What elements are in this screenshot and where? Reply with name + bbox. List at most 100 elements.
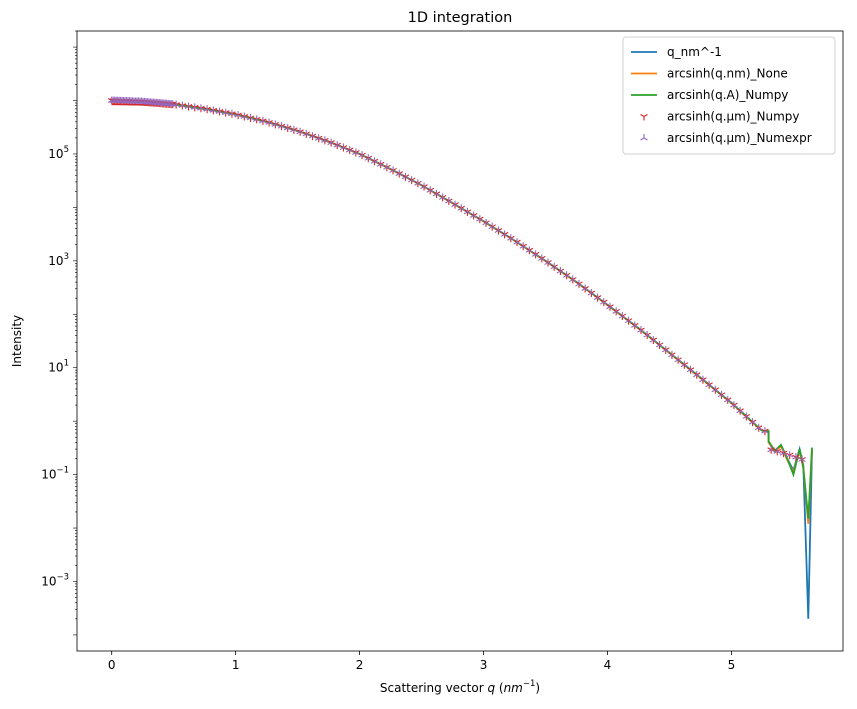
series-4-marker-86 (445, 197, 453, 204)
series-4-marker-126 (692, 370, 701, 378)
x-axis-label-close: ) (535, 681, 540, 695)
series-4-marker-83 (426, 186, 435, 193)
series-3-marker-113 (612, 308, 620, 316)
legend-box (622, 36, 836, 155)
series-4-marker-124 (680, 360, 689, 368)
series-3-marker-127 (699, 377, 707, 384)
series-3-marker-119 (649, 337, 658, 344)
series-4-marker-114 (618, 312, 627, 319)
series-3-marker-68 (333, 142, 342, 150)
x-tick-label-1: 1 (232, 658, 240, 672)
series-4-marker-66 (321, 136, 329, 143)
series-4-marker-113 (612, 307, 620, 314)
series-4-marker-112 (606, 302, 614, 310)
series-4-marker-142 (792, 453, 800, 460)
series-4-marker-139 (773, 447, 782, 454)
series-3-marker-53 (240, 113, 249, 121)
series-4-marker-76 (383, 163, 391, 170)
series-4-marker-100 (531, 250, 540, 257)
legend-swatch-4 (640, 134, 648, 141)
x-axis-label-unit-exponent: −1 (523, 679, 536, 689)
series-4-marker-75 (376, 160, 385, 167)
series-4-marker-111 (600, 298, 608, 305)
x-axis: 0 1 2 3 4 5 (108, 651, 735, 672)
series-4-marker-71 (352, 148, 360, 155)
series-4-marker-84 (432, 189, 441, 197)
series-4-marker-56 (259, 116, 267, 124)
series-4-marker-81 (414, 179, 422, 186)
series-4-marker-134 (742, 412, 751, 419)
series-3-marker-45 (190, 104, 199, 112)
series-3-marker-59 (277, 123, 286, 131)
series-3-marker-110 (593, 295, 602, 302)
series-3-marker-102 (544, 260, 552, 267)
series-4-marker-105 (562, 271, 571, 278)
series-4-marker-93 (488, 222, 496, 230)
series-3-marker-132 (730, 402, 738, 410)
series-4-marker-88 (457, 204, 465, 211)
series-3-marker-117 (637, 327, 645, 335)
series-4-marker-90 (469, 211, 478, 218)
series-3-marker-125 (686, 367, 695, 374)
series-4-marker-122 (668, 350, 676, 358)
y-tick-label-1: 103 (48, 252, 69, 268)
y-tick-label-4: 10−3 (41, 572, 69, 588)
series-3-marker-107 (575, 281, 583, 288)
series-3-marker-104 (556, 268, 565, 276)
series-4-marker-140 (779, 449, 788, 456)
series-3-marker-56 (259, 118, 267, 125)
series-4-marker-87 (451, 200, 459, 208)
series-4-marker-49 (215, 107, 224, 114)
y-tick-label-2: 101 (48, 359, 69, 375)
series-3-marker-60 (283, 125, 292, 132)
series-3-marker-65 (314, 135, 323, 143)
series-3-marker-106 (569, 277, 577, 284)
series-4-marker-119 (649, 335, 658, 343)
series-3-marker-138 (767, 447, 775, 454)
series-4-marker-102 (544, 258, 552, 266)
series-3-marker-109 (587, 290, 596, 298)
series-4-marker-98 (519, 242, 527, 249)
series-4-marker-69 (339, 143, 348, 151)
series-4-marker-68 (333, 141, 342, 148)
series-4-marker-137 (761, 427, 769, 434)
series-4-marker-44 (184, 102, 193, 109)
series-4-marker-121 (661, 345, 670, 353)
series-3-marker-111 (600, 299, 608, 307)
series-3-marker-142 (792, 454, 800, 462)
series-4-marker-59 (277, 122, 286, 129)
series-3-marker-100 (531, 251, 540, 259)
series-3-marker-58 (271, 121, 280, 129)
series-3-marker-66 (321, 137, 329, 145)
series-4-marker-73 (364, 154, 373, 161)
series-4-marker-123 (674, 355, 682, 363)
series-3-marker-71 (352, 150, 360, 157)
series-4-marker-97 (513, 238, 521, 245)
series-4-marker-42 (172, 100, 180, 108)
series-4-marker-138 (767, 445, 775, 453)
series-4-marker-131 (723, 395, 732, 403)
series-3-marker-140 (779, 450, 788, 458)
series-4-marker-79 (401, 172, 410, 180)
series-4-marker-43 (178, 101, 187, 109)
series-4-marker-55 (252, 115, 261, 122)
series-3-marker-120 (655, 342, 664, 349)
series-3-marker-130 (717, 392, 726, 399)
series-3-marker-131 (723, 397, 732, 404)
series-3-marker-99 (525, 247, 534, 255)
series-3-marker-141 (785, 452, 794, 460)
series-3-marker-98 (519, 243, 527, 251)
series-4-marker-108 (581, 284, 589, 291)
series-3-marker-126 (692, 372, 701, 379)
series-4-marker-63 (302, 129, 311, 137)
series-3-marker-54 (246, 115, 255, 122)
series-4-marker-60 (283, 123, 292, 131)
series-4-marker-128 (705, 380, 713, 388)
series-4-marker-106 (569, 275, 577, 283)
series-3-marker-52 (234, 112, 242, 119)
series-3-marker-143 (798, 456, 806, 464)
series-4-marker-64 (308, 132, 317, 139)
series-4-marker-61 (290, 125, 298, 133)
series-3-marker-67 (327, 140, 335, 147)
series-4-marker-58 (271, 120, 280, 127)
